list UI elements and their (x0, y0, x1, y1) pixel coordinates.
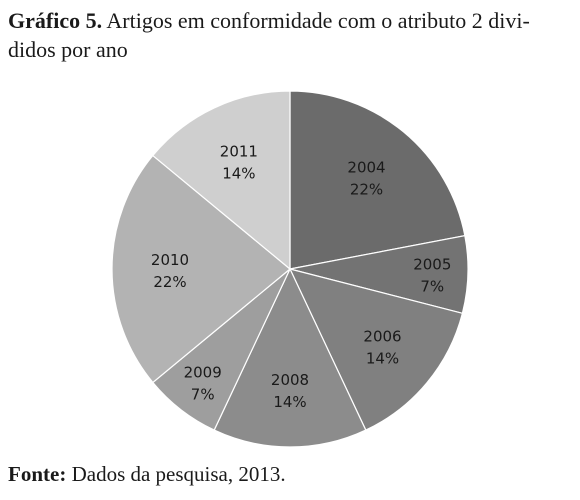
slice-year-label-2004: 2004 (347, 159, 385, 177)
pie-slice-2004 (289, 90, 466, 270)
slice-percent-label-2009: 7% (191, 386, 215, 404)
slice-percent-label-2004: 22% (350, 181, 383, 199)
slice-year-label-2005: 2005 (413, 256, 451, 274)
figure-source: Fonte: Dados da pesquisa, 2013. (8, 462, 286, 487)
slice-percent-label-2010: 22% (153, 273, 186, 291)
pie-slice-2011 (152, 90, 291, 271)
figure-caption: Gráfico 5. Artigos em conformidade com o… (8, 6, 572, 64)
slice-year-label-2009: 2009 (184, 364, 222, 382)
caption-label: Gráfico 5. (8, 8, 103, 33)
slice-percent-label-2011: 14% (222, 164, 255, 182)
slice-year-label-2006: 2006 (363, 328, 401, 346)
source-text: Dados da pesquisa, 2013. (66, 462, 286, 486)
caption-text: Artigos em conformidade com o atributo 2… (8, 8, 530, 62)
pie-slice-2006 (288, 268, 464, 431)
source-label: Fonte: (8, 462, 67, 486)
slice-percent-label-2006: 14% (366, 350, 399, 368)
slice-percent-label-2005: 7% (420, 278, 444, 296)
slice-percent-label-2008: 14% (273, 393, 306, 411)
pie-slice-2010 (111, 154, 291, 384)
slice-year-label-2008: 2008 (271, 371, 309, 389)
pie-slices (111, 90, 469, 448)
slice-year-label-2011: 2011 (220, 142, 258, 160)
pie-labels: 2004 22% 2005 7% 2006 14% 2008 14% 2009 7% 2010 22%… (151, 142, 451, 411)
pie-slice-2008 (213, 267, 367, 448)
slice-year-label-2010: 2010 (151, 251, 189, 269)
